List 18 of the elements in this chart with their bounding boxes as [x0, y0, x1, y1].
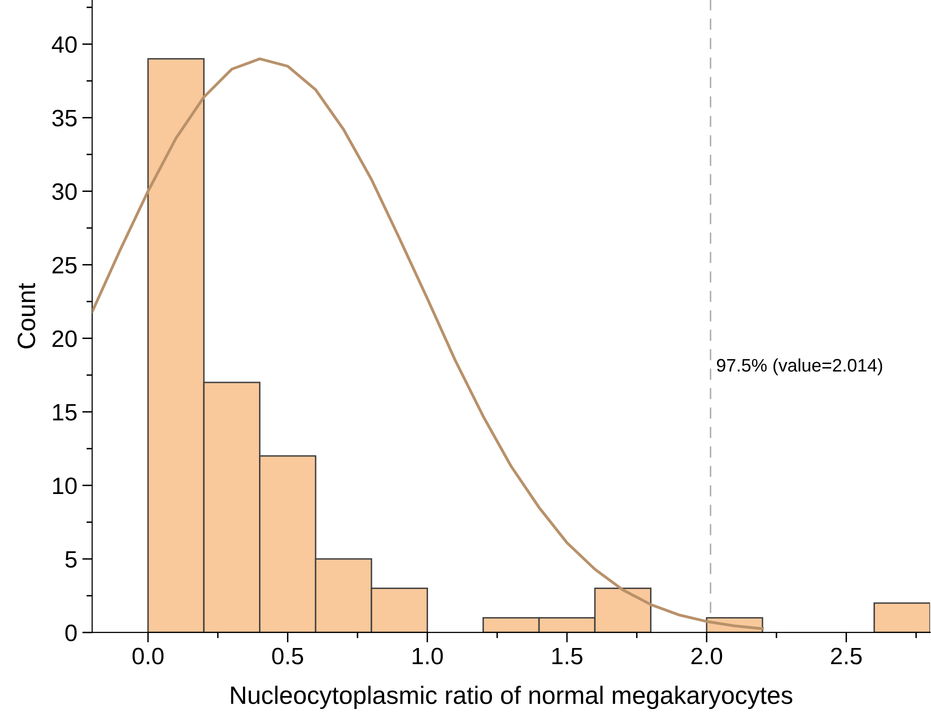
x-tick-label: 2.5	[831, 648, 862, 664]
ref-line-label: 97.5% (value=2.014)	[716, 358, 882, 376]
x-tick-label: 1.0	[412, 648, 443, 664]
y-tick-label: 10	[53, 477, 77, 494]
y-tick-label: 40	[52, 36, 77, 53]
x-tick-label: 0.5	[272, 648, 304, 664]
x-tick-label: 2.0	[691, 648, 722, 664]
y-axis-title: Count	[18, 283, 36, 348]
y-tick-label: 0	[65, 624, 77, 642]
y-tick-label: 25	[52, 256, 77, 274]
x-axis-title: Nucleocytoplasmic ratio of normal megakaryocytes	[231, 686, 792, 710]
y-tick-label: 15	[53, 404, 77, 421]
y-tick-label: 5	[65, 551, 77, 568]
x-tick-label: 0.0	[132, 648, 164, 664]
x-tick-label: 1.5	[552, 648, 582, 664]
y-tick-label: 35	[52, 110, 77, 126]
y-tick-label: 30	[52, 183, 77, 200]
y-tick-label: 20	[52, 330, 77, 348]
